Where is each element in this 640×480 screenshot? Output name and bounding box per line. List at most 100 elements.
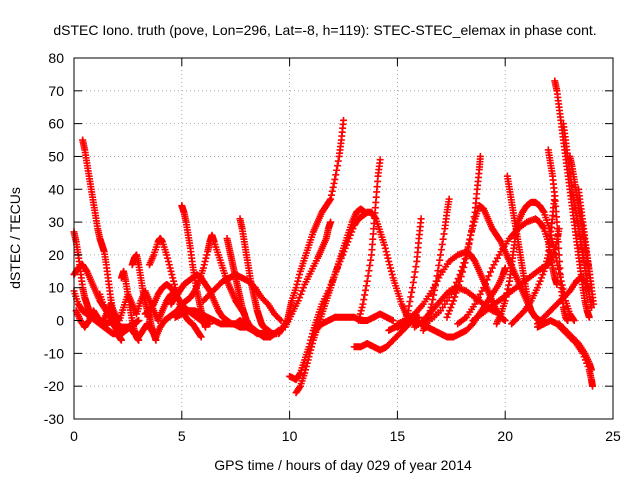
data-series (117, 267, 143, 344)
data-point-marker (358, 303, 366, 311)
x-tick-label: 0 (70, 428, 78, 444)
x-axis: 0 5 10 15 20 25 (70, 58, 621, 444)
data-point-marker (535, 280, 543, 288)
data-point-marker (199, 264, 207, 272)
data-point-marker (294, 297, 302, 305)
data-point-marker (502, 293, 510, 301)
data-point-marker (385, 257, 393, 265)
data-point-marker (543, 257, 551, 265)
data-point-marker (326, 196, 334, 204)
data-point-marker (443, 313, 451, 321)
data-point-marker (437, 251, 445, 259)
data-point-marker (296, 370, 304, 378)
data-point-marker (327, 218, 335, 226)
data-point-marker (296, 383, 304, 391)
data-point-marker (503, 289, 511, 297)
data-series (311, 310, 397, 334)
data-point-marker (408, 284, 416, 292)
data-series (236, 215, 281, 338)
data-point-marker (549, 242, 557, 250)
y-tick-label: 10 (48, 280, 64, 296)
data-point-marker (292, 284, 300, 292)
data-point-marker (469, 217, 477, 225)
data-point-marker (304, 356, 312, 364)
y-tick-label: 70 (48, 83, 64, 99)
data-point-marker (504, 285, 512, 293)
data-point-marker (430, 291, 438, 299)
data-point-marker (457, 273, 465, 281)
data-point-marker (589, 382, 597, 390)
data-series (555, 320, 595, 374)
data-point-marker (539, 223, 547, 231)
data-series (355, 156, 384, 325)
data-point-marker (438, 240, 446, 248)
data-point-marker (202, 323, 210, 331)
data-point-marker (296, 271, 304, 279)
data-point-marker (356, 310, 364, 318)
data-point-marker (470, 213, 478, 221)
data-point-marker (410, 273, 418, 281)
data-point-marker (456, 277, 464, 285)
data-point-marker (463, 250, 471, 258)
data-point-marker (355, 313, 363, 321)
data-point-marker (543, 254, 551, 262)
data-point-marker (327, 195, 335, 203)
data-point-marker (203, 251, 211, 259)
grid (74, 58, 613, 419)
y-tick-label: 60 (48, 116, 64, 132)
data-point-marker (462, 254, 470, 262)
data-series (534, 274, 595, 328)
data-point-marker (306, 349, 314, 357)
data-point-marker (557, 277, 565, 285)
data-point-marker (476, 152, 484, 160)
data-point-marker (447, 303, 455, 311)
y-tick-label: 40 (48, 181, 64, 197)
data-point-marker (459, 268, 467, 276)
data-point-marker (408, 288, 416, 296)
data-point-marker (468, 227, 476, 235)
data-point-marker (412, 263, 420, 271)
data-point-marker (437, 246, 445, 254)
x-tick-label: 5 (178, 428, 186, 444)
data-point-marker (387, 267, 395, 275)
data-point-marker (294, 277, 302, 285)
data-point-marker (307, 346, 315, 354)
data-point-marker (135, 317, 143, 325)
data-point-marker (553, 218, 561, 226)
data-point-marker (481, 280, 489, 288)
data-point-marker (448, 300, 456, 308)
data-point-marker (167, 267, 175, 275)
y-tick-label: 50 (48, 148, 64, 164)
data-point-marker (359, 300, 367, 308)
data-point-marker (569, 315, 577, 323)
data-point-marker (540, 267, 548, 275)
data-point-marker (480, 284, 488, 292)
data-point-marker (466, 236, 474, 244)
data-point-marker (536, 277, 544, 285)
data-point-marker (332, 171, 340, 179)
data-point-marker (361, 286, 369, 294)
data-point-marker (197, 333, 205, 341)
data-point-marker (501, 264, 509, 272)
data-point-marker (440, 230, 448, 238)
data-point-marker (461, 259, 469, 267)
data-point-marker (117, 336, 125, 344)
data-point-marker (135, 336, 143, 344)
data-point-marker (163, 251, 171, 259)
data-point-marker (587, 303, 595, 311)
data-point-marker (439, 235, 447, 243)
data-point-marker (296, 294, 304, 302)
data-point-marker (468, 222, 476, 230)
data-point-marker (277, 317, 285, 325)
data-point-marker (328, 187, 336, 195)
data-point-marker (382, 248, 390, 256)
data-point-marker (501, 317, 509, 325)
data-point-marker (452, 289, 460, 297)
x-axis-label: GPS time / hours of day 029 of year 2014 (214, 457, 472, 473)
data-point-marker (483, 276, 491, 284)
plot-border (73, 57, 614, 420)
data-point-marker (330, 179, 338, 187)
data-point-marker (556, 257, 564, 265)
data-point-marker (435, 261, 443, 269)
data-point-marker (449, 297, 457, 305)
